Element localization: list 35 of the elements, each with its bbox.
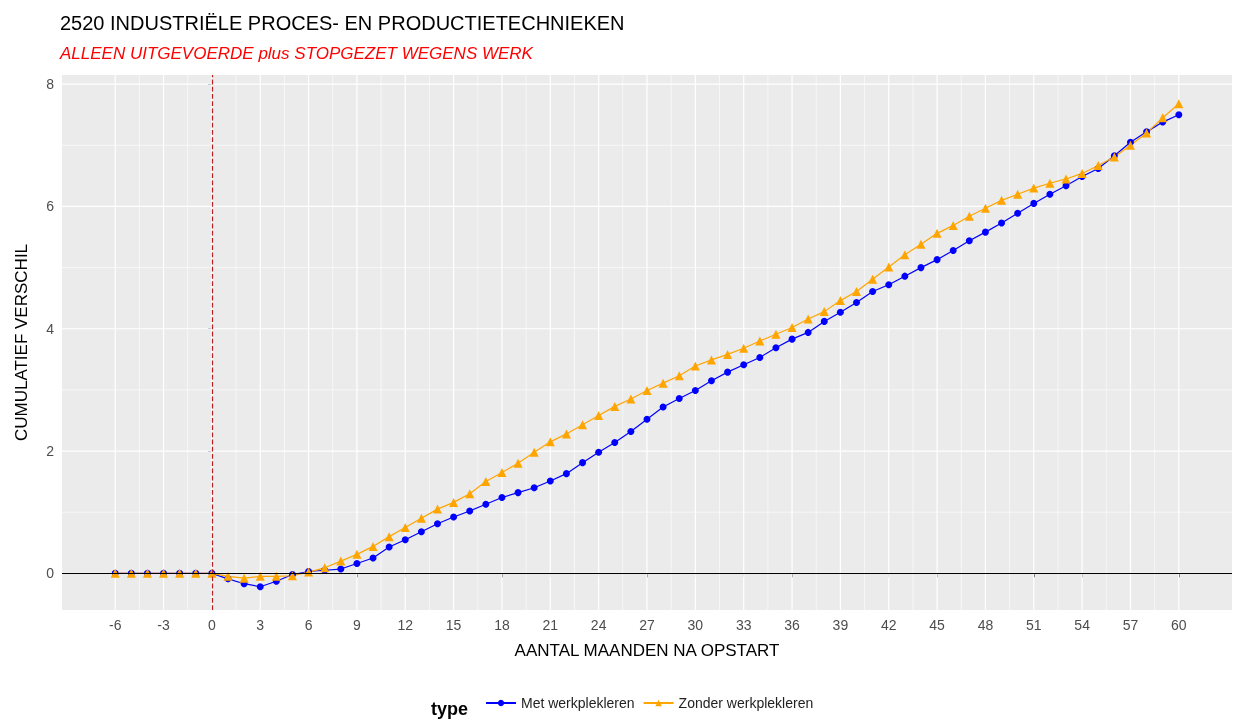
y-tick-label: 0	[46, 565, 55, 582]
x-tick-label: -6	[108, 617, 122, 633]
x-tick-label: 39	[832, 617, 849, 633]
x-tick-label: 18	[494, 617, 510, 633]
legend-title: type	[431, 699, 469, 719]
x-tick-label: 0	[207, 617, 216, 633]
y-tick-label: 2	[46, 443, 55, 460]
x-tick-label: 57	[1122, 617, 1139, 633]
x-tick-label: 60	[1171, 617, 1187, 633]
x-tick-label: 27	[639, 617, 655, 633]
x-tick-label: 12	[397, 617, 414, 633]
y-tick-label: 4	[46, 320, 55, 337]
legend-label: Zonder werkplekleren	[678, 695, 814, 711]
x-tick-label: 21	[542, 617, 559, 633]
x-tick-label: 48	[977, 617, 994, 633]
x-tick-label: 6	[304, 617, 313, 633]
chart-subtitle: ALLEEN UITGEVOERDE plus STOPGEZET WEGENS WERK	[59, 44, 534, 63]
x-tick-label: 9	[353, 617, 362, 633]
chart-title: 2520 INDUSTRIËLE PROCES- EN PRODUCTIETECHNIEKEN	[60, 12, 625, 34]
x-tick-label: 45	[929, 617, 946, 633]
x-tick-label: 24	[590, 617, 607, 633]
x-axis-title: AANTAL MAANDEN NA OPSTART	[514, 641, 780, 660]
y-axis-title: CUMULATIEF VERSCHIL	[12, 243, 31, 442]
x-tick-label: 42	[880, 617, 897, 633]
x-tick-label: 54	[1074, 617, 1091, 633]
x-tick-label: 3	[256, 617, 265, 633]
x-tick-label: -3	[157, 617, 170, 633]
legend-label: Met werkplekleren	[521, 695, 635, 711]
y-tick-label: 6	[46, 198, 55, 215]
x-tick-label: 51	[1025, 617, 1042, 633]
x-tick-label: 30	[687, 617, 704, 633]
x-tick-label: 33	[735, 617, 752, 633]
x-tick-label: 36	[784, 617, 801, 633]
y-tick-label: 8	[46, 76, 55, 93]
x-tick-label: 15	[445, 617, 462, 633]
